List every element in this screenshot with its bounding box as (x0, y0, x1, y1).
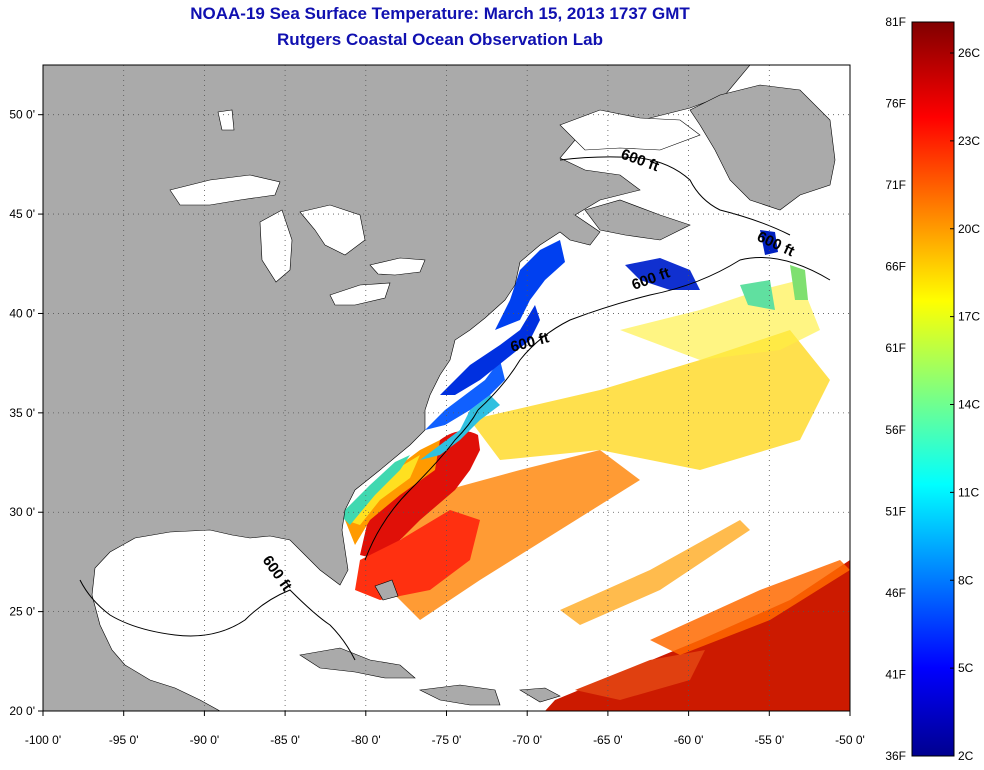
colorbar-f-label: 81F (885, 15, 906, 29)
map-subtitle: Rutgers Coastal Ocean Observation Lab (277, 30, 603, 49)
lon-tick-label: -100 0' (25, 733, 61, 747)
isobath-600ft (79, 156, 831, 661)
latitude-axis: 20 0' 25 0' 30 0' 35 0' 40 0' 45 0' 50 0' (9, 108, 43, 718)
colorbar-f-label: 41F (885, 667, 906, 681)
lat-tick-label: 25 0' (9, 605, 35, 619)
colorbar-fahrenheit-labels: 81F 76F 71F 66F 61F 56F 51F 46F 41F 36F (885, 15, 906, 763)
lon-tick-label: -65 0' (593, 733, 623, 747)
lat-tick-label: 35 0' (9, 406, 35, 420)
colorbar-c-label: 2C (958, 749, 974, 763)
lat-tick-label: 30 0' (9, 505, 35, 519)
lon-tick-label: -90 0' (190, 733, 220, 747)
lat-tick-label: 40 0' (9, 306, 35, 320)
st-lawrence-gulf (559, 109, 701, 151)
lon-tick-label: -80 0' (351, 733, 381, 747)
colorbar-f-label: 66F (885, 260, 906, 274)
colorbar-c-label: 5C (958, 661, 974, 675)
lon-tick-label: -60 0' (674, 733, 704, 747)
colorbar-c-label: 17C (958, 310, 980, 324)
colorbar (911, 21, 955, 757)
colorbar-c-label: 23C (958, 134, 980, 148)
map-layers (43, 65, 850, 711)
colorbar-c-label: 11C (958, 485, 979, 499)
colorbar-f-label: 51F (885, 504, 906, 518)
lon-tick-label: -95 0' (109, 733, 139, 747)
lon-tick-label: -50 0' (835, 733, 865, 747)
colorbar-celsius-labels: 26C 23C 20C 17C 14C 11C 8C 5C 2C (950, 46, 980, 763)
great-lakes (169, 109, 426, 306)
colorbar-c-label: 20C (958, 222, 980, 236)
colorbar-c-label: 8C (958, 573, 974, 587)
lat-tick-label: 20 0' (9, 704, 35, 718)
colorbar-f-label: 76F (885, 97, 906, 111)
map-title: NOAA-19 Sea Surface Temperature: March 1… (190, 4, 690, 23)
lat-tick-label: 50 0' (9, 108, 35, 122)
lon-tick-label: -85 0' (270, 733, 300, 747)
colorbar-f-label: 46F (885, 586, 906, 600)
sst-data (340, 230, 850, 711)
lon-tick-label: -55 0' (754, 733, 784, 747)
colorbar-c-label: 26C (958, 46, 980, 60)
land (43, 65, 836, 711)
colorbar-f-label: 71F (885, 178, 906, 192)
colorbar-f-label: 36F (885, 749, 906, 763)
colorbar-c-label: 14C (958, 398, 980, 412)
colorbar-f-label: 61F (885, 341, 906, 355)
lat-tick-label: 45 0' (9, 207, 35, 221)
longitude-axis: -100 0' -95 0' -90 0' -85 0' -80 0' -75 0' -70… (25, 711, 865, 747)
lon-tick-label: -75 0' (432, 733, 462, 747)
lon-tick-label: -70 0' (512, 733, 542, 747)
colorbar-f-label: 56F (885, 423, 906, 437)
